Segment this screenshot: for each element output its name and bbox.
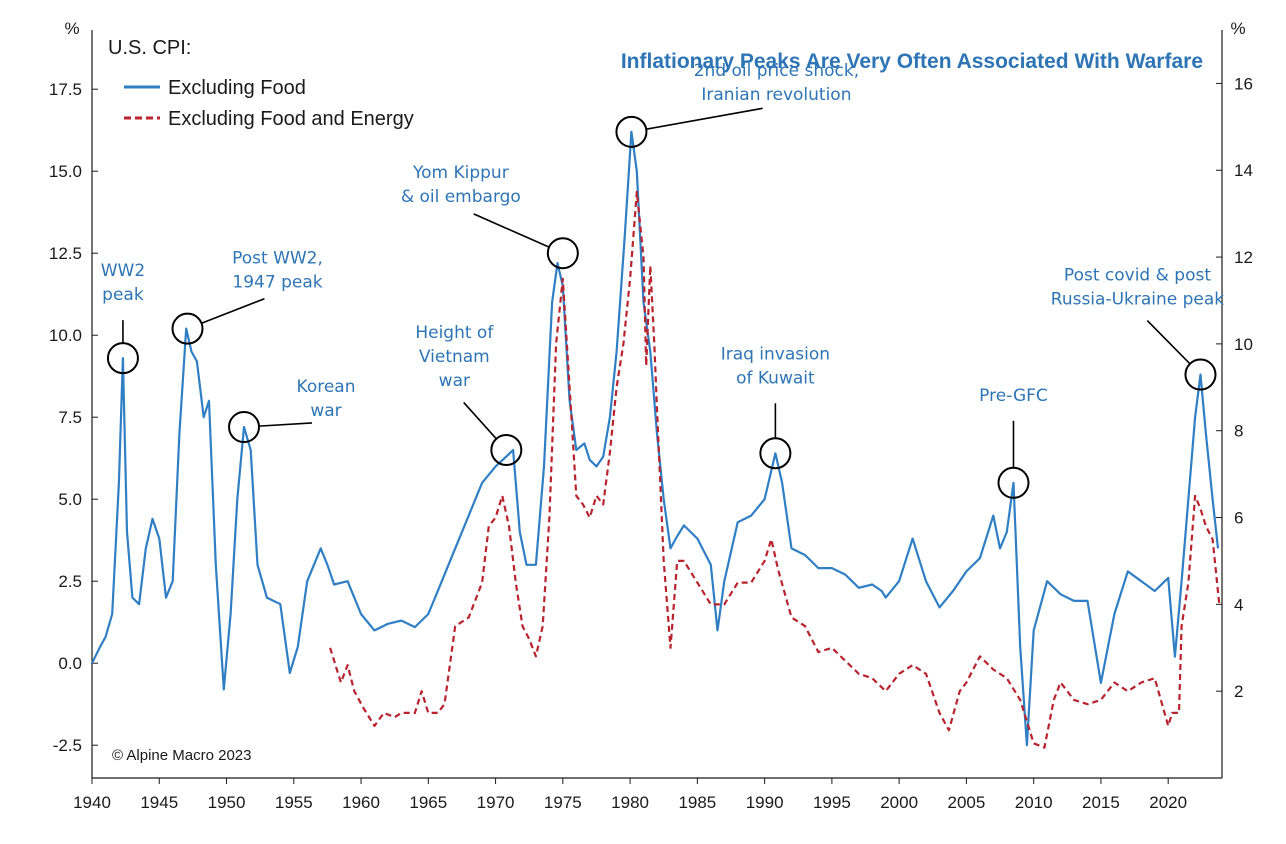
y-right-tick-label: 6 bbox=[1234, 509, 1243, 528]
x-tick-label: 2000 bbox=[880, 793, 918, 812]
annotation-label-line: Pre-GFC bbox=[979, 386, 1048, 406]
y-left-tick-label: 5.0 bbox=[58, 490, 82, 509]
annotation-label-line: peak bbox=[102, 285, 144, 305]
annotation-label-line: Iranian revolution bbox=[701, 85, 851, 105]
annotation-leader-line bbox=[1146, 319, 1191, 365]
x-tick-label: 2010 bbox=[1015, 793, 1053, 812]
annotation: Iraq invasion of Kuwait bbox=[721, 344, 830, 470]
annotation-label: WW2 peak bbox=[101, 261, 145, 305]
x-tick-label: 2015 bbox=[1082, 793, 1120, 812]
annotation-label-line: Iraq invasion bbox=[721, 344, 830, 364]
x-tick-label: 1955 bbox=[275, 793, 313, 812]
x-tick-label: 2020 bbox=[1149, 793, 1187, 812]
annotation-label-line: Russia-Ukraine peak bbox=[1051, 290, 1225, 310]
annotation-label: Pre-GFC bbox=[979, 386, 1048, 406]
y-right-tick-label: 4 bbox=[1234, 595, 1243, 614]
annotation: Pre-GFC bbox=[979, 386, 1048, 499]
y-left-tick-label: 0.0 bbox=[58, 654, 82, 673]
annotation-leader-line bbox=[201, 297, 265, 324]
annotation: Height of Vietnam war bbox=[415, 323, 523, 466]
plot-area bbox=[91, 130, 1221, 749]
annotation-label-line: Post covid & post bbox=[1064, 266, 1211, 286]
legend-title: U.S. CPI: bbox=[108, 37, 191, 59]
y-right-tick-label: 2 bbox=[1234, 682, 1243, 701]
annotation-label-line: Height of bbox=[415, 323, 494, 343]
annotation-label-line: Yom Kippur bbox=[412, 163, 509, 183]
chart-title: Inflationary Peaks Are Very Often Associ… bbox=[621, 50, 1203, 73]
x-tick-label: 1985 bbox=[678, 793, 716, 812]
annotation-peak-circle bbox=[546, 237, 579, 270]
y-right-tick-label: 8 bbox=[1234, 422, 1243, 441]
legend-label-excluding-food-and-energy: Excluding Food and Energy bbox=[168, 108, 414, 130]
x-tick-label: 1995 bbox=[813, 793, 851, 812]
y-right-tick-label: 16 bbox=[1234, 74, 1253, 93]
x-tick-label: 1965 bbox=[409, 793, 447, 812]
copyright-credit: © Alpine Macro 2023 bbox=[112, 747, 251, 764]
annotation-label: 2nd oil price shock, Iranian revolution bbox=[694, 61, 859, 105]
annotation-peak-circle bbox=[1184, 358, 1217, 391]
y-left-tick-label: 12.5 bbox=[49, 244, 82, 263]
y-left-tick-label: 10.0 bbox=[49, 326, 82, 345]
annotation-label-line: 1947 peak bbox=[232, 273, 322, 293]
annotation-leader-line bbox=[463, 401, 497, 440]
annotation-label-line: of Kuwait bbox=[736, 368, 815, 388]
annotation-label-line: 2nd oil price shock, bbox=[694, 61, 859, 81]
x-tick-label: 1960 bbox=[342, 793, 380, 812]
y-right-tick-label: 12 bbox=[1234, 248, 1253, 267]
annotation-peak-circle bbox=[490, 434, 523, 466]
annotation: Korean war bbox=[228, 377, 356, 444]
annotation: Yom Kippur & oil embargo bbox=[401, 163, 579, 270]
annotation-label: Post WW2, 1947 peak bbox=[232, 249, 323, 293]
x-tick-label: 1990 bbox=[746, 793, 784, 812]
annotation-label-line: Post WW2, bbox=[232, 249, 323, 269]
x-tick-label: 2005 bbox=[947, 793, 985, 812]
annotation: Post WW2, 1947 peak bbox=[171, 249, 323, 345]
annotation-label-line: Korean bbox=[297, 377, 356, 397]
annotation-label: Iraq invasion of Kuwait bbox=[721, 344, 830, 388]
annotation-label: Post covid & post Russia-Ukraine peak bbox=[1051, 266, 1225, 310]
y-left-tick-label: 2.5 bbox=[58, 572, 82, 591]
annotation-leader-line bbox=[646, 107, 763, 130]
x-tick-label: 1950 bbox=[208, 793, 246, 812]
annotation-peak-circle bbox=[615, 115, 648, 148]
y-left-tick-label: -2.5 bbox=[53, 736, 82, 755]
annotation-label-line: WW2 bbox=[101, 261, 145, 281]
annotation-peak-circle bbox=[228, 411, 261, 444]
series-line-excluding-food-and-energy bbox=[329, 190, 1221, 749]
annotation: WW2 peak bbox=[101, 261, 145, 375]
annotation-label-line: war bbox=[310, 401, 341, 421]
x-tick-label: 1975 bbox=[544, 793, 582, 812]
annotation-label-line: & oil embargo bbox=[401, 187, 521, 207]
y-right-tick-label: 10 bbox=[1234, 335, 1253, 354]
annotation-label: Height of Vietnam war bbox=[415, 323, 494, 391]
annotation-label-line: Vietnam bbox=[419, 347, 490, 367]
axes: 1940 1945 1950 1955 1960 1965 1970 1975 1980 1985… bbox=[49, 30, 1253, 812]
series-line-excluding-food bbox=[91, 130, 1220, 747]
annotation-leader-line bbox=[473, 213, 550, 248]
annotation: Post covid & post Russia-Ukraine peak bbox=[1051, 266, 1225, 391]
annotation: 2nd oil price shock, Iranian revolution bbox=[615, 61, 859, 148]
x-tick-label: 1945 bbox=[140, 793, 178, 812]
y-left-tick-label: 7.5 bbox=[58, 408, 82, 427]
x-tick-label: 1980 bbox=[611, 793, 649, 812]
y-right-tick-label: 14 bbox=[1234, 161, 1253, 180]
left-axis-unit: % bbox=[64, 19, 79, 38]
legend-label-excluding-food: Excluding Food bbox=[168, 77, 306, 99]
annotation-leader-line bbox=[258, 422, 313, 427]
annotation-label: Yom Kippur & oil embargo bbox=[401, 163, 521, 207]
annotation-peak-circle bbox=[171, 312, 204, 345]
annotation-label: Korean war bbox=[297, 377, 356, 421]
x-tick-label: 1940 bbox=[73, 793, 111, 812]
legend: U.S. CPI: Excluding Food Excluding Food … bbox=[108, 37, 414, 130]
right-axis-unit: % bbox=[1230, 19, 1245, 38]
y-left-tick-label: 15.0 bbox=[49, 162, 82, 181]
annotation-label-line: war bbox=[439, 371, 470, 391]
y-left-tick-label: 17.5 bbox=[49, 80, 82, 99]
x-tick-label: 1970 bbox=[477, 793, 515, 812]
